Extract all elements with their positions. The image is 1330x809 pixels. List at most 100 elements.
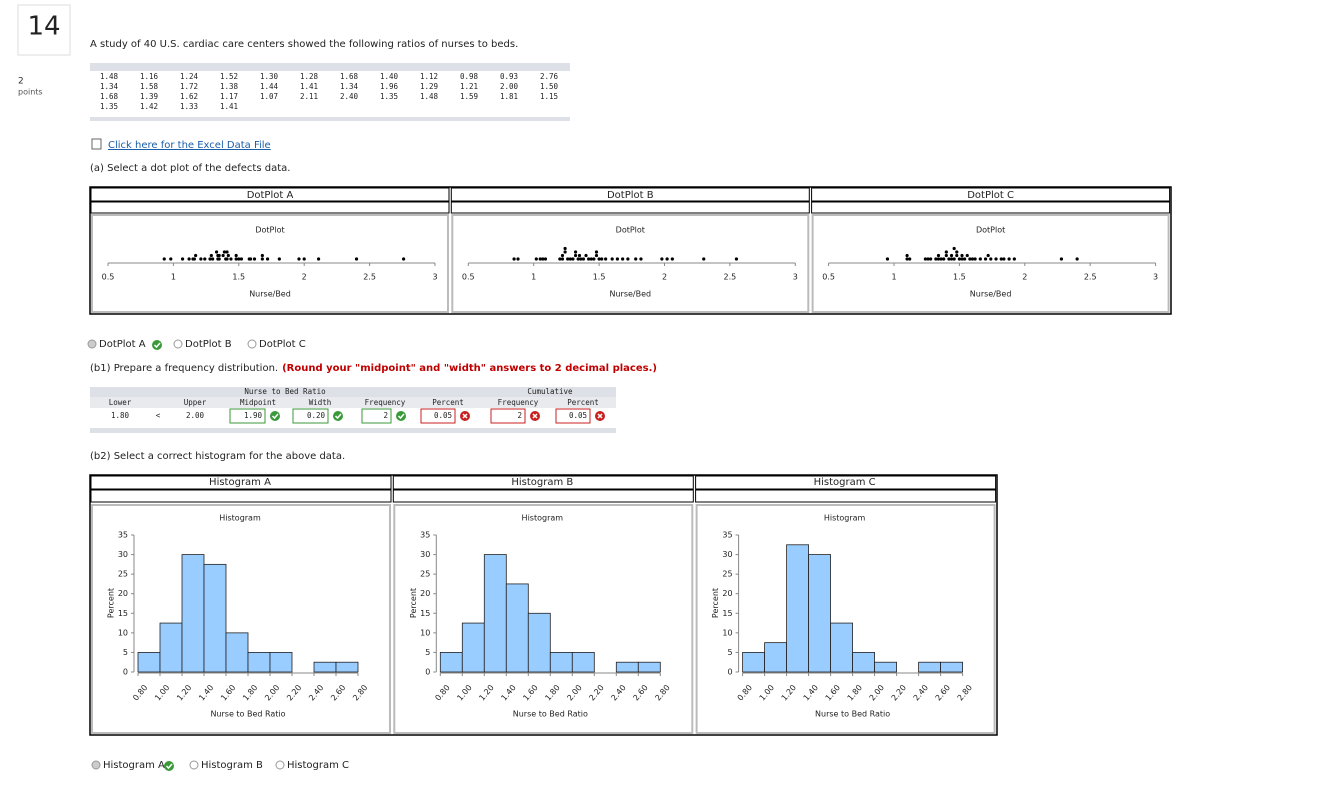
answer-input[interactable] [292, 408, 329, 424]
data-cell: 1.15 [540, 92, 558, 101]
dot [277, 257, 281, 261]
column-header: Midpoint [240, 398, 276, 407]
data-cell: 0.93 [500, 72, 518, 81]
excel-link[interactable]: Click here for the Excel Data File [108, 140, 271, 151]
dot [989, 257, 993, 261]
part-b2-question: (b2) Select a correct histogram for the … [90, 451, 345, 462]
bar [159, 622, 183, 673]
dot [963, 257, 967, 261]
data-cell: 1.21 [460, 82, 478, 91]
dotplot-title: DotPlot [255, 226, 284, 235]
radio[interactable] [189, 760, 199, 770]
y-tick-label: 10 [420, 628, 430, 637]
answer-value: 0.05 [434, 411, 452, 420]
bar [313, 661, 337, 673]
dot [1007, 257, 1011, 261]
dot [538, 257, 542, 261]
header-cell [392, 475, 694, 490]
dot [905, 253, 909, 258]
histogram-header: Histogram C [814, 477, 876, 488]
histogram-header: Histogram A [209, 477, 271, 488]
y-tick-label: 0 [728, 668, 733, 677]
radio[interactable] [91, 760, 101, 770]
x-tick-label: 1.5 [593, 273, 606, 282]
y-tick-label: 5 [728, 648, 733, 657]
dot [986, 253, 990, 258]
data-cell: 1.68 [100, 92, 119, 101]
data-cell: 1.34 [100, 82, 119, 91]
dotplot-header: DotPlot C [967, 190, 1014, 201]
column-header: Width [309, 398, 332, 407]
y-tick-label: 25 [722, 570, 732, 579]
cross-mark [462, 413, 468, 419]
dot [543, 257, 548, 261]
data-cell: 2.40 [340, 92, 359, 101]
data-cell: 1.28 [300, 72, 319, 81]
bar [637, 661, 661, 673]
data-cell: 2.00 [500, 82, 519, 91]
y-tick-label: 5 [425, 648, 430, 657]
dot [639, 257, 643, 261]
dot [1059, 257, 1064, 261]
x-tick-label: 2 [1022, 273, 1027, 282]
y-tick-label: 30 [722, 550, 732, 559]
dot [222, 250, 227, 254]
dot [558, 257, 562, 261]
dot [563, 250, 567, 254]
question-number: 14 [27, 12, 60, 42]
data-cell: 1.33 [180, 102, 198, 111]
dot [568, 257, 572, 261]
dot [217, 253, 221, 258]
dot [908, 257, 912, 261]
dot [226, 253, 230, 258]
y-tick-label: 10 [118, 628, 128, 637]
dot [203, 257, 207, 261]
dot [594, 250, 599, 254]
dot [1075, 257, 1079, 261]
answer-input[interactable] [420, 408, 456, 424]
blank-cell [695, 489, 997, 503]
dot [734, 257, 739, 261]
file-icon [91, 138, 102, 150]
data-cell: 1.68 [340, 72, 359, 81]
dot [260, 257, 264, 261]
y-tick-label: 0 [123, 668, 128, 677]
dot [208, 257, 212, 261]
dot [952, 257, 956, 261]
answer-input[interactable] [229, 408, 266, 424]
dot [947, 257, 951, 261]
dot [248, 257, 253, 261]
radio[interactable] [275, 760, 285, 770]
bar [439, 652, 463, 673]
points-label: points [18, 88, 43, 97]
dot [929, 257, 933, 261]
bar [830, 622, 853, 673]
bar [247, 652, 271, 673]
radio[interactable] [173, 339, 183, 349]
bar [181, 554, 205, 673]
bar [137, 652, 161, 673]
data-cell: 1.07 [260, 92, 278, 101]
data-cell: 1.44 [260, 82, 279, 91]
dot [571, 257, 575, 261]
part-a-question: (a) Select a dot plot of the defects dat… [90, 163, 290, 174]
data-cell: 2.76 [540, 72, 559, 81]
dot [968, 257, 972, 261]
radio[interactable] [247, 339, 257, 349]
dot [994, 257, 998, 261]
answer-input[interactable] [361, 408, 392, 424]
dot [566, 257, 570, 261]
dot [573, 253, 578, 258]
dot [965, 253, 969, 258]
dot [970, 257, 975, 261]
radio-label: Histogram A [103, 760, 165, 771]
answer-input[interactable] [555, 408, 591, 424]
dot [214, 250, 219, 254]
dot [665, 257, 669, 261]
y-tick-label: 25 [420, 570, 430, 579]
answer-input[interactable] [490, 408, 526, 424]
column-header: Upper [184, 398, 207, 407]
radio[interactable] [87, 339, 97, 349]
blank-cell [90, 201, 450, 214]
